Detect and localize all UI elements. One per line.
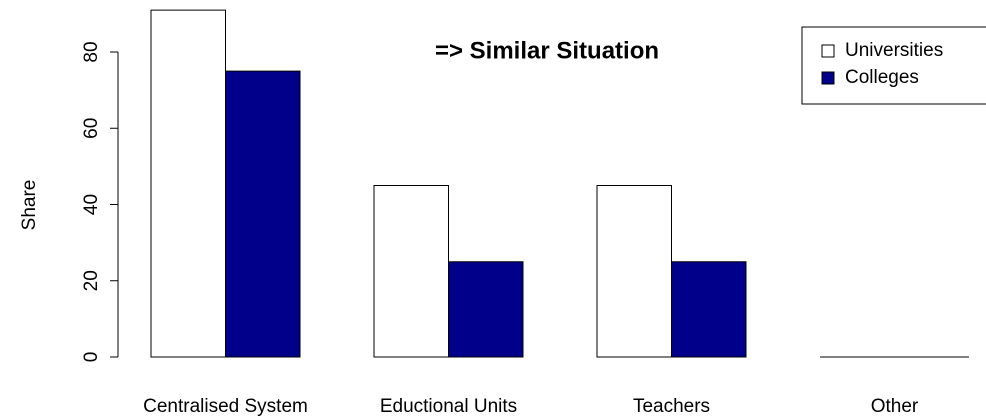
- legend-label: Universities: [845, 40, 943, 61]
- x-tick-label: Other: [871, 396, 919, 417]
- bar: [671, 261, 747, 358]
- legend-swatch: [821, 44, 835, 58]
- y-tick-label: 80: [81, 41, 102, 62]
- bar: [373, 184, 449, 358]
- bar: [225, 70, 301, 358]
- bar: [448, 261, 524, 358]
- y-axis-label: Share: [19, 180, 40, 231]
- bar: [596, 184, 672, 358]
- legend-box: [801, 26, 986, 105]
- x-tick-label: Eductional Units: [380, 396, 517, 417]
- x-tick-label: Teachers: [633, 396, 710, 417]
- annotation: => Similar Situation: [435, 37, 659, 64]
- legend-label: Colleges: [845, 67, 919, 88]
- y-tick-label: 20: [81, 270, 102, 291]
- bar: [150, 9, 226, 358]
- y-tick-label: 60: [81, 118, 102, 139]
- legend-swatch: [821, 71, 835, 85]
- y-tick-label: 0: [81, 352, 102, 363]
- y-tick-label: 40: [81, 194, 102, 215]
- x-tick-label: Centralised System: [143, 396, 308, 417]
